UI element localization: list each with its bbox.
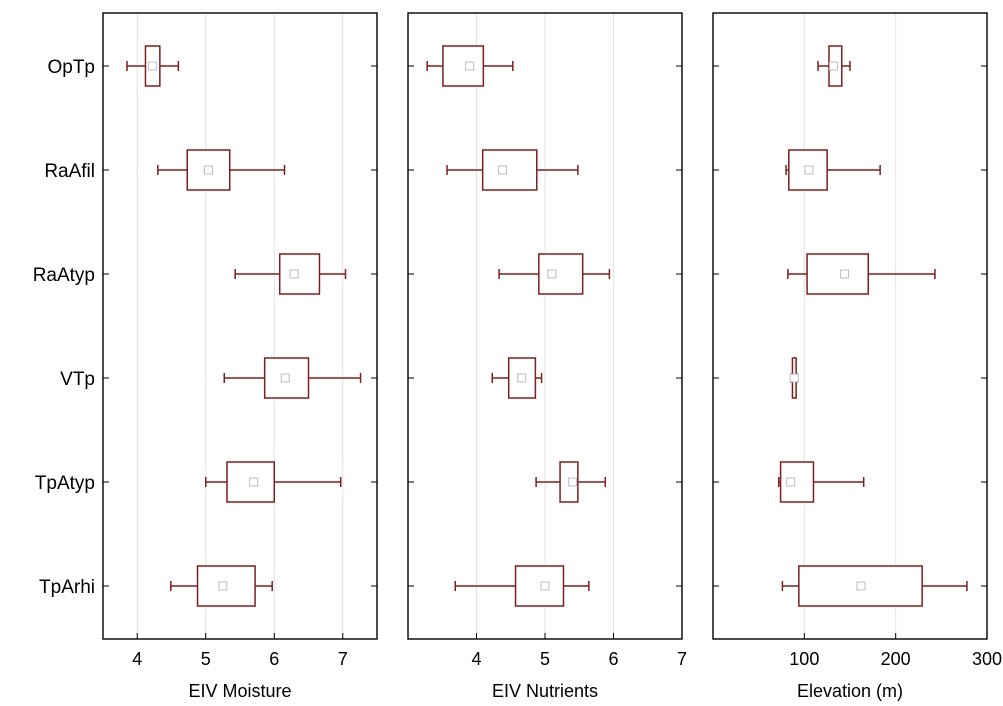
category-label-tpatyp: TpAtyp <box>35 473 95 494</box>
mean-marker <box>517 373 527 383</box>
box-raafil <box>785 149 881 191</box>
panel-frame <box>712 12 988 640</box>
x-tick-label: 7 <box>338 649 348 669</box>
panels: 4 5 6 7 EIV Moisture 4 5 6 7 EIV Nutrients 100 200 3… <box>102 12 1002 701</box>
mean-marker <box>856 581 866 591</box>
mean-marker <box>218 581 228 591</box>
mean-marker <box>498 165 508 175</box>
category-label-raatyp: RaAtyp <box>33 265 95 286</box>
panel-frame <box>102 12 378 640</box>
x-tick-label: 5 <box>201 649 211 669</box>
mean-marker <box>540 581 550 591</box>
box-tpatyp <box>778 461 865 503</box>
box-optp <box>126 45 180 87</box>
mean-marker <box>786 477 796 487</box>
mean-marker <box>289 269 299 279</box>
mean-marker <box>465 61 475 71</box>
box-vtp <box>491 357 543 399</box>
x-tick-label: 5 <box>540 649 550 669</box>
box-raafil <box>157 149 286 191</box>
box-optp <box>817 45 851 87</box>
x-axis-label: EIV Moisture <box>188 681 291 701</box>
box-iqr <box>442 45 485 87</box>
box-iqr <box>278 253 321 295</box>
box-iqr <box>779 461 815 503</box>
elevation-panel: 100 200 300 Elevation (m) <box>712 12 1002 701</box>
box-raafil <box>446 149 579 191</box>
mean-marker <box>203 165 213 175</box>
box-iqr <box>538 253 584 295</box>
x-axis-label: EIV Nutrients <box>492 681 598 701</box>
box-tpatyp <box>535 461 607 503</box>
box-vtp <box>223 357 362 399</box>
nutrients-panel: 4 5 6 7 EIV Nutrients <box>407 12 687 701</box>
mean-marker <box>249 477 259 487</box>
mean-marker <box>567 477 577 487</box>
x-tick-label: 4 <box>132 649 142 669</box>
mean-marker <box>829 61 839 71</box>
box-iqr <box>788 149 828 191</box>
box-iqr <box>514 565 565 607</box>
box-raatyp <box>234 253 347 295</box>
x-tick-label: 6 <box>269 649 279 669</box>
box-tparhi <box>170 565 273 607</box>
mean-marker <box>804 165 814 175</box>
category-labels: OpTp RaAfil RaAtyp VTp TpAtyp TpArhi <box>33 57 95 598</box>
box-iqr <box>226 461 275 503</box>
box-raatyp <box>787 253 936 295</box>
x-tick-label: 100 <box>789 649 819 669</box>
moisture-panel: 4 5 6 7 EIV Moisture <box>102 12 378 701</box>
category-label-vtp: VTp <box>60 369 95 390</box>
mean-marker <box>789 373 799 383</box>
box-optp <box>426 45 514 87</box>
box-vtp <box>789 357 799 399</box>
category-label-tparhi: TpArhi <box>39 577 95 598</box>
x-tick-label: 4 <box>471 649 481 669</box>
box-iqr <box>806 253 870 295</box>
box-iqr <box>481 149 538 191</box>
x-tick-label: 200 <box>881 649 911 669</box>
box-raatyp <box>498 253 611 295</box>
x-tick-label: 6 <box>608 649 618 669</box>
mean-marker <box>280 373 290 383</box>
x-tick-label: 7 <box>677 649 687 669</box>
category-label-raafil: RaAfil <box>44 161 95 182</box>
category-label-optp: OpTp <box>47 57 95 78</box>
box-tpatyp <box>205 461 342 503</box>
mean-marker <box>547 269 557 279</box>
x-axis-label: Elevation (m) <box>797 681 903 701</box>
box-tparhi <box>454 565 590 607</box>
mean-marker <box>840 269 850 279</box>
box-tparhi <box>781 565 968 607</box>
x-tick-label: 300 <box>972 649 1002 669</box>
mean-marker <box>147 61 157 71</box>
